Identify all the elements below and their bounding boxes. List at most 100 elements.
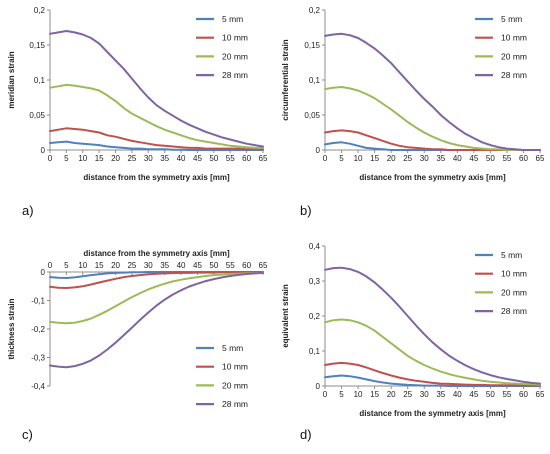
series-line-10-mm (49, 271, 264, 289)
x-tick-label: 45 (469, 154, 478, 163)
x-tick-label: 0 (323, 154, 328, 163)
series-line-20-mm (49, 83, 264, 149)
legend: 5 mm 10 mm 20 mm 28 mm (475, 250, 527, 316)
y-tick-label: 0,2 (34, 6, 46, 15)
x-tick-label: 15 (95, 154, 104, 163)
x-tick-label: 30 (420, 390, 429, 399)
series-line-10-mm (49, 127, 264, 151)
legend-label: 10 mm (222, 362, 248, 372)
x-tick-label: 35 (436, 390, 445, 399)
x-tick-label: 25 (403, 390, 412, 399)
y-tick-label: 0,4 (309, 242, 321, 251)
x-tick-label: 60 (519, 390, 528, 399)
y-tick-label: -0,1 (31, 297, 45, 306)
legend-label: 28 mm (222, 399, 248, 409)
y-axis-title: thickness strain (7, 298, 16, 359)
x-tick-label: 5 (64, 261, 69, 270)
x-tick-label: 25 (127, 154, 136, 163)
legend-label: 10 mm (222, 33, 248, 43)
x-tick-label: 55 (226, 261, 235, 270)
x-tick-label: 40 (453, 390, 462, 399)
x-tick-label: 20 (387, 390, 396, 399)
x-tick-label: 35 (436, 154, 445, 163)
x-axis-title: distance from the symmetry axis [mm] (83, 249, 230, 258)
x-tick-label: 5 (339, 390, 344, 399)
series-line-20-mm (324, 318, 541, 386)
x-tick-label: 10 (78, 261, 87, 270)
series-line-5-mm (49, 140, 264, 151)
x-tick-label: 5 (64, 154, 69, 163)
x-tick-label: 10 (354, 154, 363, 163)
series-line-28-mm (49, 30, 264, 148)
legend-label: 5 mm (222, 14, 243, 24)
x-tick-label: 20 (387, 154, 396, 163)
y-tick-label: 0 (41, 146, 46, 155)
x-tick-label: 50 (486, 390, 495, 399)
y-tick-label: 0,2 (309, 312, 321, 321)
x-tick-label: 50 (486, 154, 495, 163)
panel-label: a) (22, 203, 34, 218)
x-tick-label: 0 (323, 390, 328, 399)
y-tick-label: 0,1 (309, 347, 321, 356)
y-tick-label: 0,1 (309, 76, 321, 85)
x-tick-label: 65 (536, 154, 545, 163)
x-tick-label: 30 (144, 261, 153, 270)
x-tick-label: 55 (502, 390, 511, 399)
x-axis-title: distance from the symmetry axis [mm] (83, 173, 230, 182)
y-tick-label: 0,1 (34, 76, 46, 85)
x-tick-label: 40 (177, 261, 186, 270)
x-tick-label: 45 (193, 154, 202, 163)
x-tick-label: 45 (193, 261, 202, 270)
y-tick-label: -0,3 (31, 354, 45, 363)
x-tick-label: 45 (469, 390, 478, 399)
x-tick-label: 50 (209, 261, 218, 270)
x-tick-label: 40 (177, 154, 186, 163)
x-tick-label: 25 (403, 154, 412, 163)
chart-panel-2: 0 0,05 0,1 0,15 0,2 0 5 10 15 20 25 30 35 40 45 50 55 60 6… (281, 6, 545, 218)
series-line-20-mm (324, 86, 541, 151)
x-tick-label: 65 (259, 261, 268, 270)
legend-label: 10 mm (501, 269, 527, 279)
y-tick-label: 0 (41, 268, 46, 277)
legend-label: 28 mm (222, 70, 248, 80)
legend: 5 mm 10 mm 20 mm 28 mm (475, 14, 527, 80)
y-axis-title: equivalent strain (281, 284, 290, 348)
x-tick-label: 65 (259, 154, 268, 163)
x-tick-label: 30 (144, 154, 153, 163)
legend-label: 10 mm (501, 33, 527, 43)
x-tick-label: 55 (226, 154, 235, 163)
legend-label: 20 mm (501, 287, 527, 297)
legend: 5 mm 10 mm 20 mm 28 mm (196, 343, 248, 409)
x-tick-label: 25 (127, 261, 136, 270)
legend-label: 20 mm (222, 51, 248, 61)
y-tick-label: 0,05 (304, 111, 320, 120)
x-tick-label: 0 (48, 261, 53, 270)
x-tick-label: 20 (111, 261, 120, 270)
x-tick-label: 50 (209, 154, 218, 163)
x-tick-label: 20 (111, 154, 120, 163)
x-tick-label: 35 (160, 261, 169, 270)
chart-panel-4: 0 0,1 0,2 0,3 0,4 0 5 10 15 20 25 30 35 40 45 50 55 60 65 d… (281, 242, 545, 442)
x-tick-label: 15 (95, 261, 104, 270)
series-line-20-mm (49, 271, 264, 325)
y-tick-label: 0 (316, 382, 321, 391)
legend-label: 28 mm (501, 306, 527, 316)
legend-label: 5 mm (222, 343, 243, 353)
x-tick-label: 60 (519, 154, 528, 163)
y-axis-title: circumferential strain (281, 39, 290, 120)
x-tick-label: 60 (242, 261, 251, 270)
x-tick-label: 10 (78, 154, 87, 163)
x-tick-label: 15 (370, 390, 379, 399)
y-axis-title: meridian strain (7, 51, 16, 108)
series-line-28-mm (49, 271, 264, 369)
y-tick-label: -0,4 (31, 382, 45, 391)
x-tick-label: 40 (453, 154, 462, 163)
series-line-10-mm (324, 129, 541, 151)
series-line-28-mm (324, 266, 541, 385)
legend: 5 mm 10 mm 20 mm 28 mm (196, 14, 248, 80)
y-tick-label: 0 (316, 146, 321, 155)
chart-panel-1: 0 0,05 0,1 0,15 0,2 0 5 10 15 20 25 30 35 40 45 50 55 60 6… (7, 6, 268, 218)
x-tick-label: 10 (354, 390, 363, 399)
chart-panel-3: -0,4 -0,3 -0,2 -0,1 00 5 10 15 20 25 30 35 40 45 50 55 6… (7, 249, 268, 442)
legend-label: 20 mm (501, 51, 527, 61)
